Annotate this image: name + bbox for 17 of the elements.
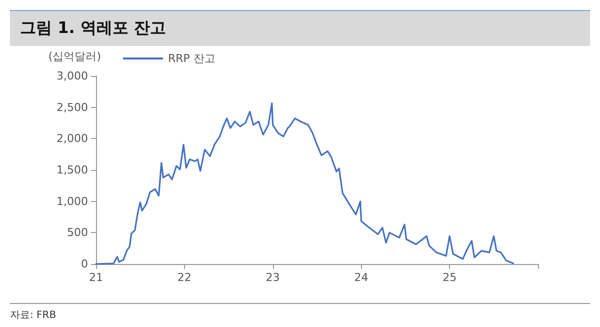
line-series [95,102,514,265]
x-tick-label: 24 [354,271,368,284]
y-tick-label: 1,000 [56,194,88,208]
text: 자료: FRB [10,303,590,322]
legend-label: RRP 잔고 [168,52,216,65]
y-tick-label: 1,500 [56,164,88,176]
x-tick-label: 25 [442,271,457,284]
y-tick-label: 500 [67,226,88,240]
y-tick-label: 2,000 [56,132,88,146]
y-tick-label: 2,500 [56,100,88,114]
chart-title: 그림 1. 역레포 잔고 [10,10,590,46]
x-tick-label: 23 [266,271,280,284]
y-axis-title: (십억달러) [48,50,101,63]
y-tick-label: 0 [81,258,88,270]
x-tick-label: 21 [89,271,103,284]
y-tick-label: 3,000 [56,70,88,82]
x-tick-label: 22 [177,271,192,284]
